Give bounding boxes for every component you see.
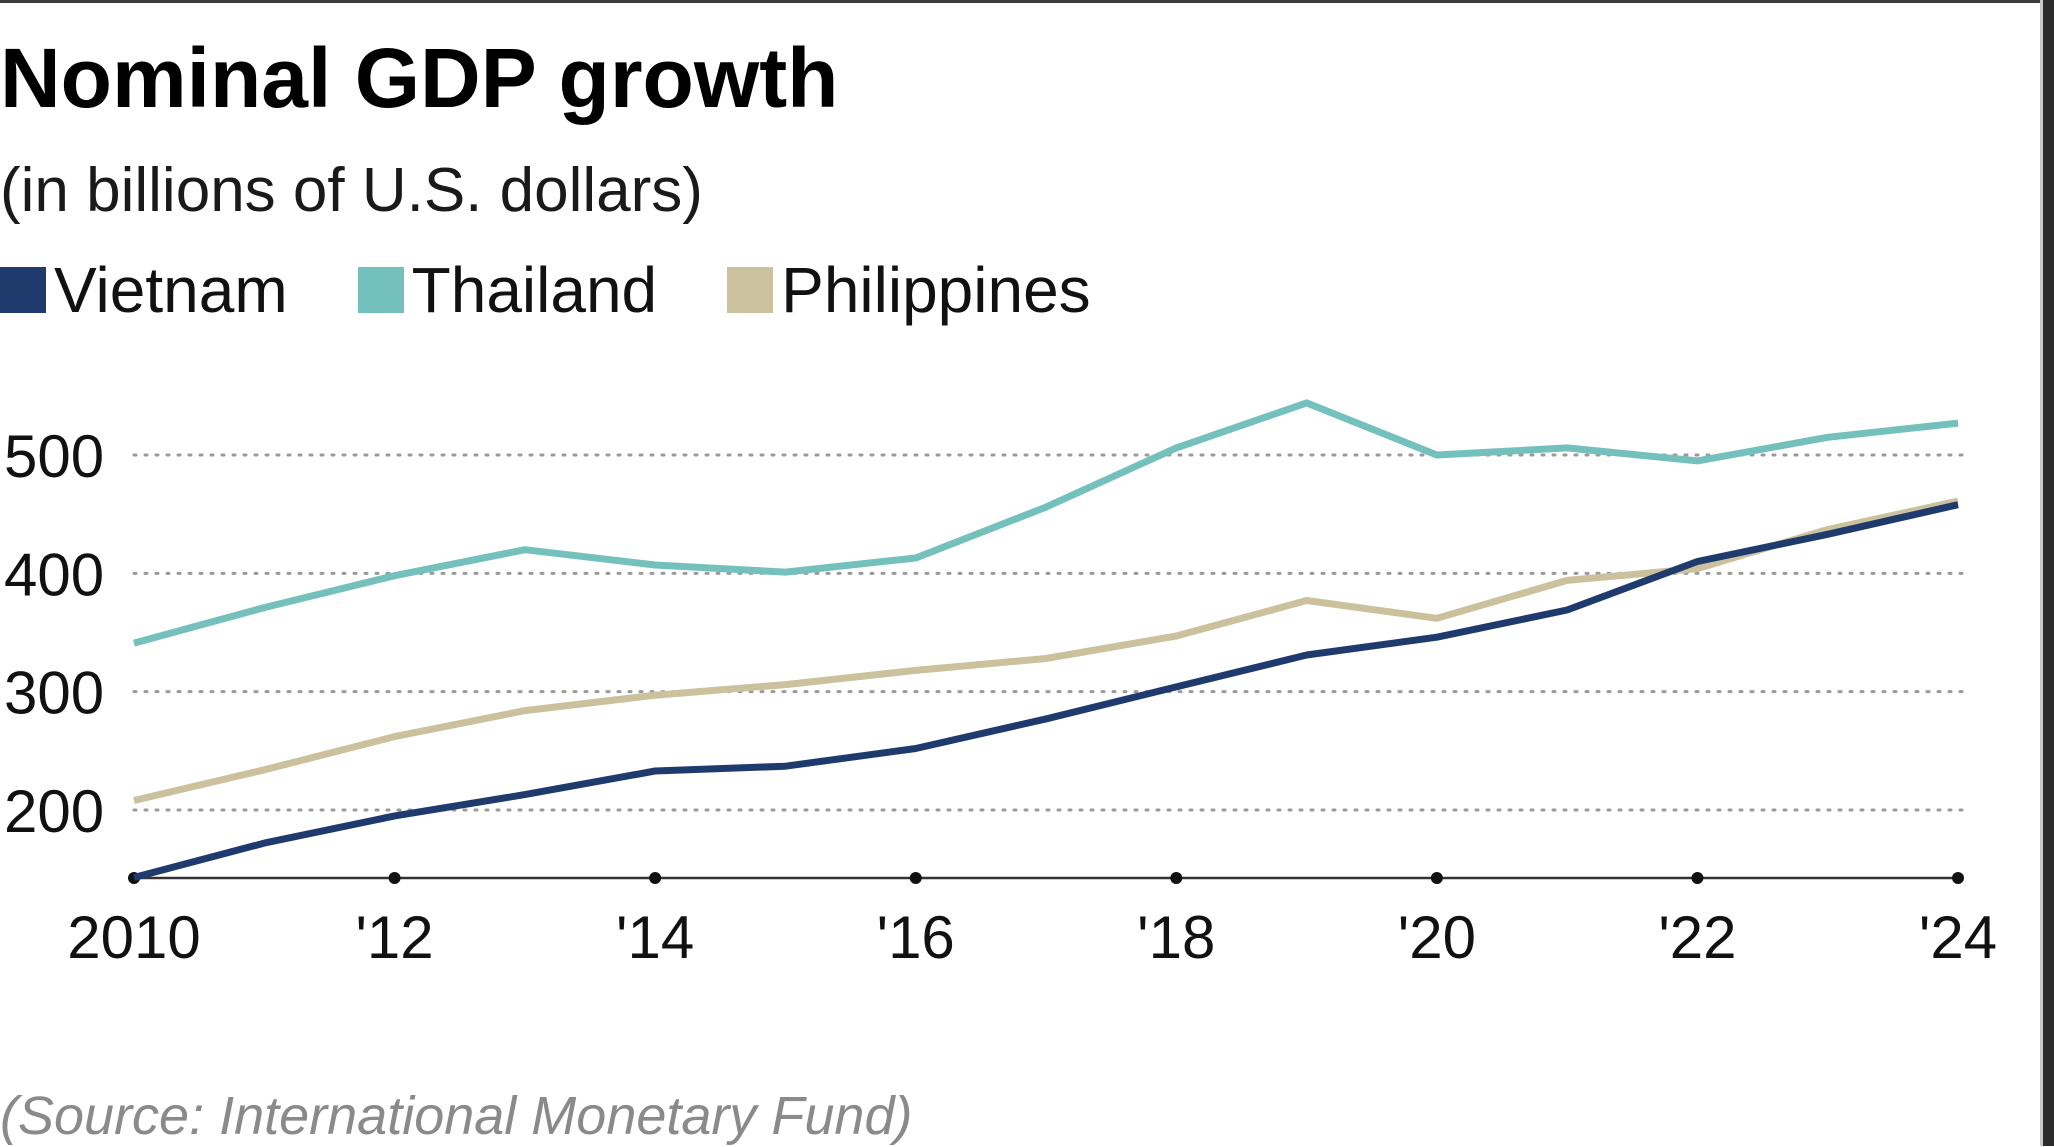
legend-label-thailand: Thailand [411, 254, 658, 326]
legend-swatch-thailand [357, 267, 404, 313]
x-tick-dot-2014 [649, 872, 662, 884]
series-line-vietnam [133, 501, 1959, 881]
y-tick-label-300: 300 [4, 660, 104, 727]
x-tick-label-2022: '22 [1658, 904, 1736, 971]
legend-label-philippines: Philippines [781, 254, 1091, 326]
y-tick-label-200: 200 [4, 778, 104, 845]
x-tick-label-2024: '24 [1919, 904, 1997, 971]
x-tick-dot-2018 [1170, 872, 1183, 884]
legend-item-philippines: Philippines [727, 253, 1091, 327]
x-tick-label-2016: '16 [877, 904, 955, 971]
legend-swatch-philippines [727, 267, 774, 313]
legend-item-vietnam: Vietnam [0, 253, 288, 327]
x-tick-dot-2012 [388, 872, 401, 884]
x-tick-label-2018: '18 [1137, 904, 1215, 971]
x-tick-label-2014: '14 [616, 904, 694, 971]
source-note: (Source: International Monetary Fund) [0, 1086, 913, 1146]
series-line-thailand [133, 399, 1959, 647]
x-tick-label-2010: 2010 [67, 904, 200, 971]
legend-label-vietnam: Vietnam [54, 254, 288, 326]
x-tick-dot-2024 [1952, 872, 1964, 884]
legend: Vietnam Thailand Philippines [0, 250, 1161, 330]
right-border [2043, 0, 2054, 1146]
x-tick-label-2012: '12 [355, 904, 433, 971]
top-border [0, 0, 2054, 3]
x-tick-label-2020: '20 [1398, 904, 1476, 971]
legend-item-thailand: Thailand [357, 253, 658, 327]
x-tick-dot-2022 [1691, 872, 1704, 884]
legend-swatch-vietnam [0, 267, 46, 313]
x-tick-dot-2020 [1430, 872, 1443, 884]
y-tick-label-500: 500 [4, 423, 104, 490]
x-tick-dot-2016 [909, 872, 922, 884]
series-line-philippines [133, 497, 1959, 804]
chart-title: Nominal GDP growth [0, 31, 839, 125]
y-tick-label-400: 400 [4, 541, 104, 608]
right-border-shadow [2040, 0, 2043, 1146]
chart-subtitle: (in billions of U.S. dollars) [0, 156, 703, 225]
